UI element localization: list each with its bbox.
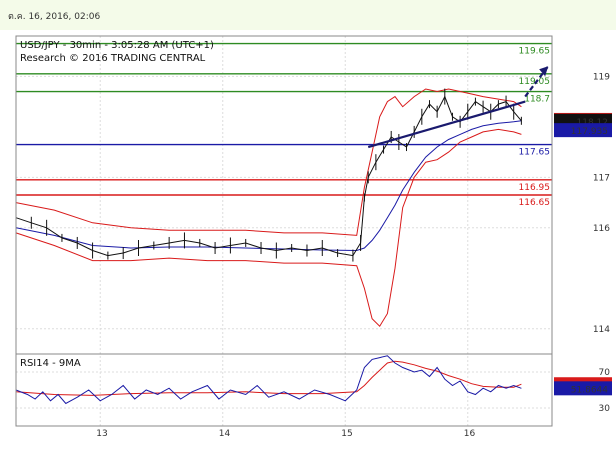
level-label: 117.65 bbox=[519, 148, 551, 158]
x-tick-label: 14 bbox=[219, 429, 231, 439]
price-flag: 118.12 bbox=[577, 118, 609, 128]
date-label: ต.ค. 16, 2016, 02:06 bbox=[8, 12, 101, 22]
level-lines: 119.65 119.05 118.7 117.65 116.95 116.65 bbox=[16, 42, 552, 208]
rsi-series bbox=[15, 355, 522, 405]
level-label: 116.65 bbox=[519, 198, 551, 208]
rsi-panel-frame bbox=[15, 353, 553, 427]
rsi-y-tick-label: 70 bbox=[599, 368, 611, 378]
axis-labels: 13 14 15 16 114 116 117 119 30 70 bbox=[96, 72, 610, 439]
rsi-y-tick-label: 30 bbox=[599, 404, 611, 414]
level-label: 116.95 bbox=[519, 183, 551, 193]
rsi-line bbox=[15, 355, 522, 405]
upper-band-line bbox=[15, 88, 522, 236]
trend-line bbox=[367, 100, 526, 149]
x-tick-label: 15 bbox=[341, 429, 352, 439]
arrow-head bbox=[539, 66, 549, 77]
price-flag-bg bbox=[554, 123, 612, 138]
price-series bbox=[15, 65, 550, 327]
rsi-flag-bg bbox=[554, 381, 612, 396]
y-tick-label: 119 bbox=[593, 72, 610, 82]
level-label: 118.7 bbox=[524, 95, 550, 105]
level-label: 119.65 bbox=[519, 47, 551, 57]
y-tick-label: 114 bbox=[593, 325, 610, 335]
rsi-flag: 51.8644 bbox=[571, 385, 608, 395]
trend-line bbox=[524, 65, 550, 98]
price-line bbox=[15, 95, 522, 257]
y-tick-label: 116 bbox=[593, 224, 610, 234]
chart-subtitle: Research © 2016 TRADING CENTRAL bbox=[20, 53, 206, 64]
lower-band-line bbox=[15, 128, 522, 327]
rsi-ma-line bbox=[15, 360, 522, 396]
y-tick-label: 117 bbox=[593, 173, 610, 183]
level-label: 119.05 bbox=[519, 77, 551, 87]
chart-title: USD/JPY - 30min - 3:05:28 AM (UTC+1) bbox=[20, 40, 214, 51]
moving-average-line bbox=[15, 120, 522, 252]
x-tick-label: 16 bbox=[464, 429, 476, 439]
x-tick-label: 13 bbox=[96, 429, 107, 439]
rsi-title: RSI14 - 9MA bbox=[20, 358, 81, 369]
header-bar: ต.ค. 16, 2016, 02:06 bbox=[0, 0, 616, 30]
price-flag: 117.935 bbox=[571, 127, 608, 137]
grid bbox=[16, 36, 552, 426]
